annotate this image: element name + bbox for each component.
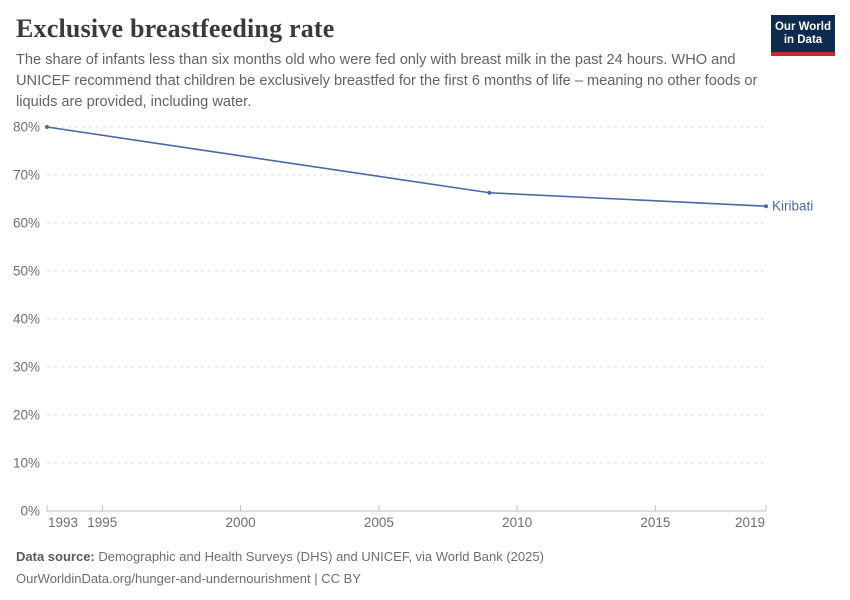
owid-logo[interactable]: Our World in Data	[771, 15, 835, 56]
x-tick-label: 2010	[502, 515, 532, 530]
page-title: Exclusive breastfeeding rate	[16, 14, 335, 43]
y-tick-label: 60%	[13, 216, 40, 231]
data-source-label: Data source:	[16, 549, 95, 564]
x-tick-label: 2005	[364, 515, 394, 530]
y-tick-label: 40%	[13, 312, 40, 327]
y-tick-label: 10%	[13, 456, 40, 471]
license-text: | CC BY	[310, 570, 361, 586]
data-point-marker	[487, 190, 492, 195]
y-tick-label: 0%	[20, 504, 40, 519]
y-tick-label: 20%	[13, 408, 40, 423]
data-point-marker	[45, 125, 49, 129]
x-tick-label: 1993	[48, 515, 78, 530]
series-line-kiribati	[46, 126, 767, 207]
y-tick-label: 50%	[13, 264, 40, 279]
series-end-label: Kiribati	[772, 199, 813, 214]
owid-link[interactable]: OurWorldinData.org/hunger-and-undernouri…	[16, 570, 311, 586]
y-tick-label: 70%	[13, 168, 40, 183]
owid-logo-line2: in Data	[783, 33, 823, 46]
x-tick-label: 2019	[735, 515, 765, 530]
data-source-line: Data source: Demographic and Health Surv…	[16, 546, 544, 568]
y-tick-label: 30%	[13, 360, 40, 375]
x-tick-label: 2000	[226, 515, 256, 530]
x-tick-label: 2015	[640, 515, 670, 530]
y-tick-label: 80%	[13, 120, 40, 135]
chart-footer: Data source: Demographic and Health Surv…	[16, 546, 544, 589]
page-subtitle: The share of infants less than six month…	[16, 52, 758, 110]
owid-logo-line1: Our World	[774, 20, 831, 33]
license-line: OurWorldinData.org/hunger-and-undernouri…	[16, 568, 544, 590]
data-source-text: Demographic and Health Surveys (DHS) and…	[94, 549, 544, 564]
x-tick-label: 1995	[87, 515, 117, 530]
data-point-marker	[764, 204, 768, 209]
